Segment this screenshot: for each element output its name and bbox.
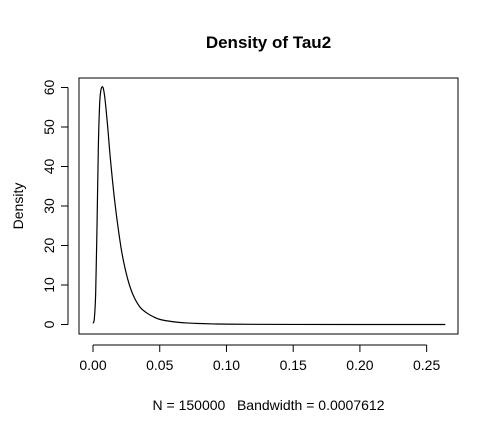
y-axis-label: Density — [10, 183, 26, 230]
x-axis-label: N = 150000 Bandwidth = 0.0007612 — [153, 397, 385, 413]
y-tick-label: 0 — [41, 320, 57, 328]
density-series-line — [92, 86, 446, 326]
x-tick-label: 0.05 — [146, 357, 173, 373]
chart-title: Density of Tau2 — [206, 33, 331, 52]
plot-frame — [78, 77, 459, 335]
y-tick-label: 60 — [41, 79, 57, 95]
x-tick-label: 0.15 — [280, 357, 307, 373]
x-tick-label: 0.25 — [413, 357, 440, 373]
x-tick-label: 0.20 — [346, 357, 373, 373]
y-tick-label: 20 — [41, 238, 57, 254]
y-tick-label: 40 — [41, 158, 57, 174]
x-tick-label: 0.00 — [79, 357, 106, 373]
y-tick-label: 10 — [41, 277, 57, 293]
x-tick-label: 0.10 — [213, 357, 240, 373]
y-tick-label: 50 — [41, 119, 57, 135]
y-tick-label: 30 — [41, 198, 57, 214]
